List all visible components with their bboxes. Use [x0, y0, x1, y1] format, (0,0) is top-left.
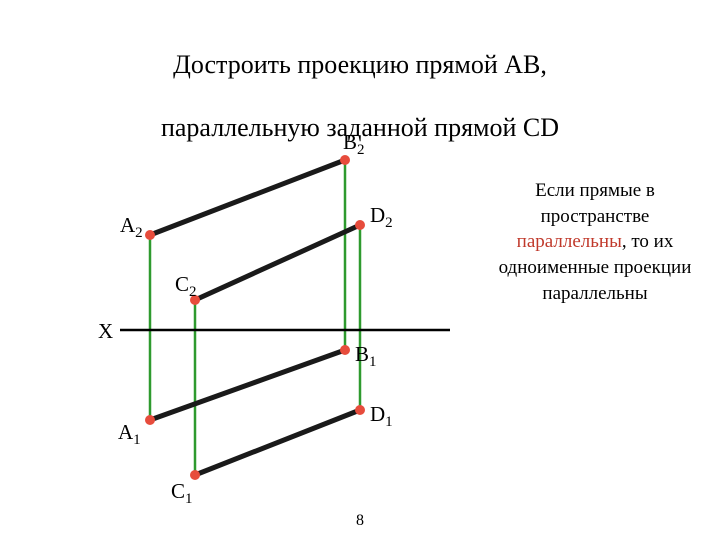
point-label-A2: A2: [120, 213, 143, 242]
point-label-D2: D2: [370, 203, 393, 232]
point-label-C1: C1: [171, 479, 193, 508]
point-label-B1: B1: [355, 342, 377, 371]
point-label-B2: B2: [343, 130, 365, 159]
theorem-highlight: параллельны: [517, 231, 622, 252]
axis-label-x: X: [98, 319, 113, 344]
point-label-C2: C2: [175, 272, 197, 301]
point-label-A1: A1: [118, 420, 141, 449]
point-label-D1: D1: [370, 402, 393, 431]
theorem-text: Если прямые в пространстве параллельны, …: [490, 178, 700, 306]
theorem-pre: Если прямые в пространстве: [535, 180, 655, 227]
stage: Достроить проекцию прямой AB, параллельн…: [0, 0, 720, 540]
page-number: 8: [0, 512, 720, 530]
